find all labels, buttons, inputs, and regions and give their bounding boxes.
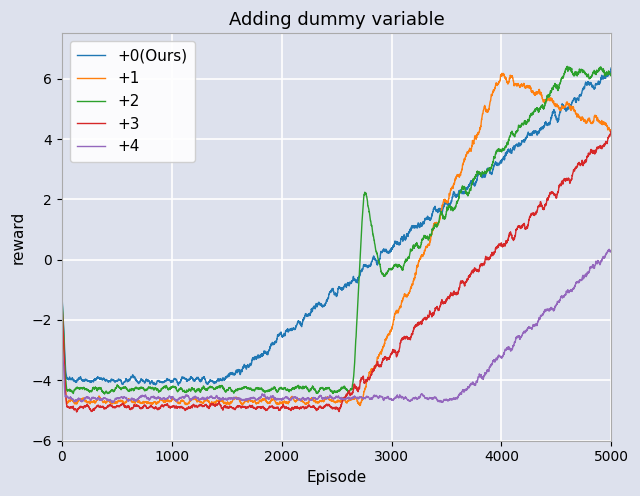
+1	[607, 128, 615, 134]
Line: +4: +4	[62, 249, 611, 402]
+0(Ours)	[388, 247, 396, 252]
+4	[58, 335, 66, 341]
+3	[607, 130, 615, 136]
+1	[158, 397, 166, 403]
+0(Ours)	[468, 180, 476, 186]
+3	[607, 128, 615, 134]
+0(Ours)	[607, 65, 615, 71]
+2	[388, 266, 396, 272]
Line: +3: +3	[62, 131, 611, 412]
Line: +0(Ours): +0(Ours)	[62, 68, 611, 385]
+3	[388, 351, 396, 357]
+4	[605, 247, 613, 252]
+4	[510, 343, 518, 349]
Title: Adding dummy variable: Adding dummy variable	[228, 11, 445, 29]
+3	[268, 403, 276, 409]
+2	[607, 72, 615, 78]
+1	[415, 257, 423, 263]
+1	[498, 70, 506, 76]
+1	[510, 80, 518, 86]
+3	[415, 320, 423, 326]
+0(Ours)	[415, 223, 423, 229]
+0(Ours)	[58, 291, 66, 297]
+2	[100, 391, 108, 397]
+3	[468, 269, 476, 275]
+0(Ours)	[510, 143, 518, 149]
Legend: +0(Ours), +1, +2, +3, +4: +0(Ours), +1, +2, +3, +4	[70, 41, 195, 162]
+4	[415, 394, 423, 400]
+0(Ours)	[268, 341, 276, 347]
+1	[468, 143, 476, 149]
+2	[468, 182, 476, 187]
+0(Ours)	[175, 382, 182, 388]
+4	[268, 394, 276, 400]
+4	[607, 248, 615, 253]
+3	[510, 237, 518, 243]
+1	[58, 297, 66, 303]
+2	[415, 245, 423, 250]
+0(Ours)	[158, 379, 166, 385]
+1	[356, 403, 364, 409]
+4	[468, 381, 476, 387]
+4	[388, 396, 396, 402]
+2	[563, 63, 571, 69]
Line: +2: +2	[62, 66, 611, 394]
+3	[158, 402, 166, 408]
+3	[73, 409, 81, 415]
+1	[388, 326, 396, 332]
+2	[510, 131, 518, 137]
X-axis label: Episode: Episode	[307, 470, 367, 485]
+2	[268, 386, 276, 392]
+1	[268, 397, 276, 403]
+3	[58, 299, 66, 305]
+2	[158, 386, 166, 392]
+4	[158, 396, 166, 402]
Line: +1: +1	[62, 73, 611, 406]
+2	[58, 294, 66, 300]
+4	[108, 399, 115, 405]
Y-axis label: reward: reward	[11, 210, 26, 264]
